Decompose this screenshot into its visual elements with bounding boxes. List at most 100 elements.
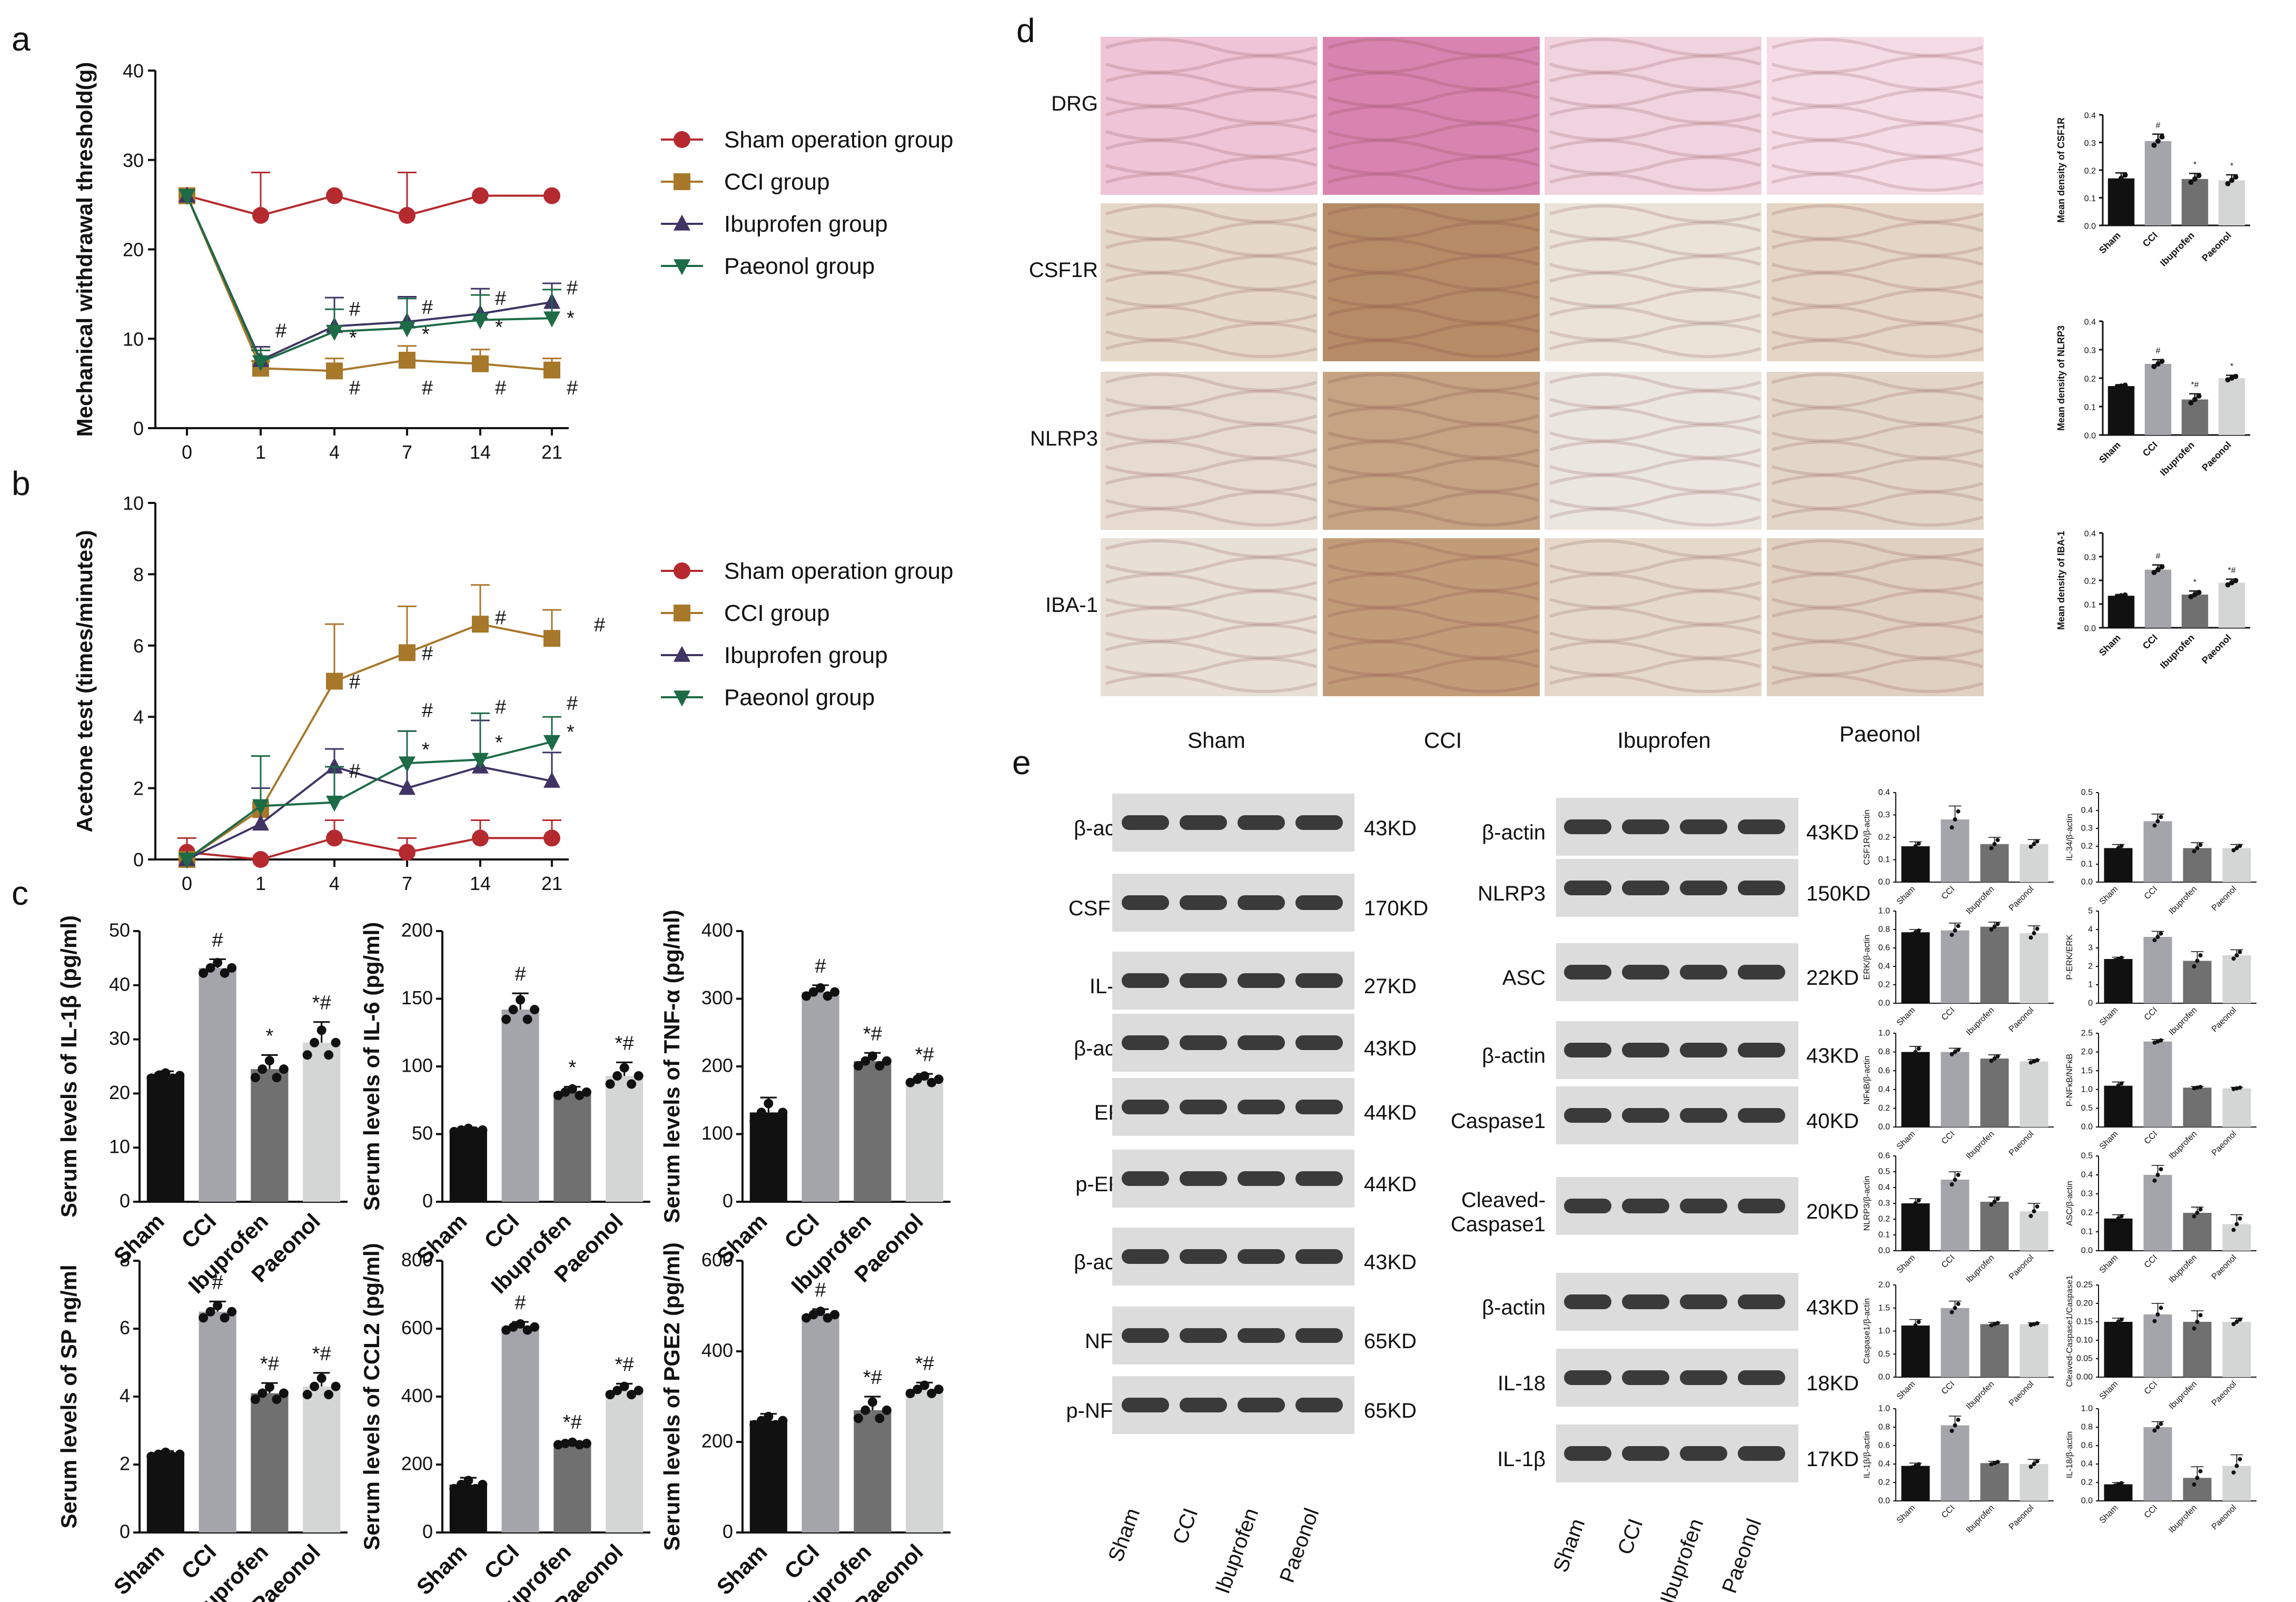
data-dot xyxy=(2122,382,2128,388)
y-tick-label: 0.1 xyxy=(2081,860,2093,869)
y-tick-label: 0.8 xyxy=(1878,925,1890,934)
data-dot xyxy=(1992,1461,1997,1466)
y-tick-label: 8 xyxy=(133,563,144,585)
data-dot xyxy=(2195,1085,2200,1090)
data-dot xyxy=(331,1381,341,1391)
tissue-texture xyxy=(1105,255,1317,274)
blot-band xyxy=(1564,1446,1611,1461)
data-dot xyxy=(913,1385,923,1395)
y-axis-title: Mean density of IBA-1 xyxy=(2056,531,2066,630)
data-dot xyxy=(1956,1047,1961,1052)
tissue-texture xyxy=(1328,390,1539,409)
data-dot xyxy=(2198,843,2203,847)
bar-ibuprofen xyxy=(553,1092,591,1202)
data-dot xyxy=(2231,1322,2236,1327)
legend-swatch-marker xyxy=(674,646,690,662)
bar-sham xyxy=(449,1130,487,1202)
legend-swatch-marker xyxy=(674,173,690,190)
tissue-texture xyxy=(1772,105,1983,124)
category-label: Sham xyxy=(2098,1504,2120,1526)
data-dot xyxy=(530,1005,540,1015)
data-dot xyxy=(2116,1482,2121,1487)
data-dot xyxy=(2113,1322,2117,1327)
significance-mark: # xyxy=(2156,552,2161,561)
tissue-texture xyxy=(1328,289,1539,308)
blot-label: β-actin xyxy=(1482,1296,1546,1319)
bar-cci xyxy=(801,1314,839,1532)
y-tick-label: 0.8 xyxy=(1878,1047,1890,1056)
tissue-texture xyxy=(1105,607,1317,626)
blot-band xyxy=(1122,1171,1169,1186)
significance-mark: # xyxy=(422,377,433,399)
tissue-texture xyxy=(1105,238,1317,257)
data-dot xyxy=(1995,1321,2000,1326)
data-dot xyxy=(279,1064,289,1074)
lane-label: Sham xyxy=(1104,1505,1144,1565)
y-tick-label: 2.0 xyxy=(2081,1047,2093,1056)
data-dot xyxy=(2032,842,2036,846)
tissue-texture xyxy=(1772,457,1983,476)
tissue-texture xyxy=(1772,156,1983,175)
significance-mark: # xyxy=(349,671,360,694)
y-tick-label: 300 xyxy=(701,987,733,1008)
blot-band xyxy=(1622,1446,1669,1461)
data-dot xyxy=(2152,1319,2157,1323)
significance-mark: # xyxy=(212,929,223,951)
data-dot xyxy=(2122,592,2128,598)
y-tick-label: 0.0 xyxy=(2084,431,2096,440)
data-dot xyxy=(2159,815,2163,819)
blot-band xyxy=(1622,1294,1669,1309)
tissue-texture xyxy=(1328,105,1539,124)
panel-e: eβ-actin43KDCSF1R170KDIL-3427KDβ-actin43… xyxy=(1012,744,2257,1602)
category-label: Sham xyxy=(1895,1253,1917,1275)
y-axis-title: IL-34/β-actin xyxy=(2065,814,2074,861)
data-dot xyxy=(2231,1470,2236,1475)
data-dot xyxy=(522,1014,532,1024)
data-point-cci xyxy=(399,644,415,661)
y-tick-label: 0.0 xyxy=(1878,999,1890,1008)
bar-paeonol xyxy=(2222,1466,2251,1501)
data-dot xyxy=(778,1416,788,1426)
tissue-texture xyxy=(1105,55,1317,74)
blot-size: 17KD xyxy=(1806,1448,1859,1471)
y-tick-label: 400 xyxy=(701,1340,733,1361)
data-dot xyxy=(2032,1462,2036,1466)
category-label: Ibuprofen xyxy=(1965,1130,1996,1161)
y-tick-label: 0.5 xyxy=(1878,1168,1890,1176)
category-label: Paeonol xyxy=(2200,230,2233,264)
blot-band xyxy=(1295,1171,1343,1186)
data-dot xyxy=(2116,1216,2121,1221)
y-tick-label: 100 xyxy=(401,1055,433,1076)
data-point-cci xyxy=(543,361,560,379)
blot-band xyxy=(1622,1370,1669,1385)
data-dot xyxy=(927,1388,937,1398)
blot-size: 65KD xyxy=(1364,1330,1417,1353)
tissue-texture xyxy=(1105,173,1317,192)
category-label: CCI xyxy=(2141,632,2160,651)
blot-band xyxy=(1564,965,1611,980)
data-dot xyxy=(1916,841,1921,846)
series-line-sham xyxy=(186,837,552,861)
data-dot xyxy=(1989,927,1994,932)
blot-band xyxy=(1180,1171,1227,1186)
data-dot xyxy=(867,1397,877,1407)
tissue-texture xyxy=(1549,322,1761,341)
data-point-paeonol xyxy=(472,753,489,769)
bar-cci xyxy=(801,992,839,1202)
y-axis-title: Serum levels of CCL2 (pg/ml) xyxy=(359,1243,384,1550)
blot-size: 170KD xyxy=(1364,897,1428,920)
data-dot xyxy=(501,1014,511,1024)
data-dot xyxy=(508,1005,518,1015)
tissue-texture xyxy=(1772,590,1983,609)
data-dot xyxy=(310,1381,320,1391)
blot-band xyxy=(1180,1249,1227,1264)
tissue-texture xyxy=(1772,640,1983,659)
tissue-texture xyxy=(1549,88,1761,107)
blot-band xyxy=(1680,1199,1727,1213)
tissue-texture xyxy=(1549,423,1761,442)
blot-band xyxy=(1295,1035,1343,1050)
tissue-texture xyxy=(1328,624,1539,642)
category-label: Paeonol xyxy=(2200,632,2233,666)
column-header: CCI xyxy=(1424,728,1462,753)
data-dot xyxy=(258,1388,268,1398)
